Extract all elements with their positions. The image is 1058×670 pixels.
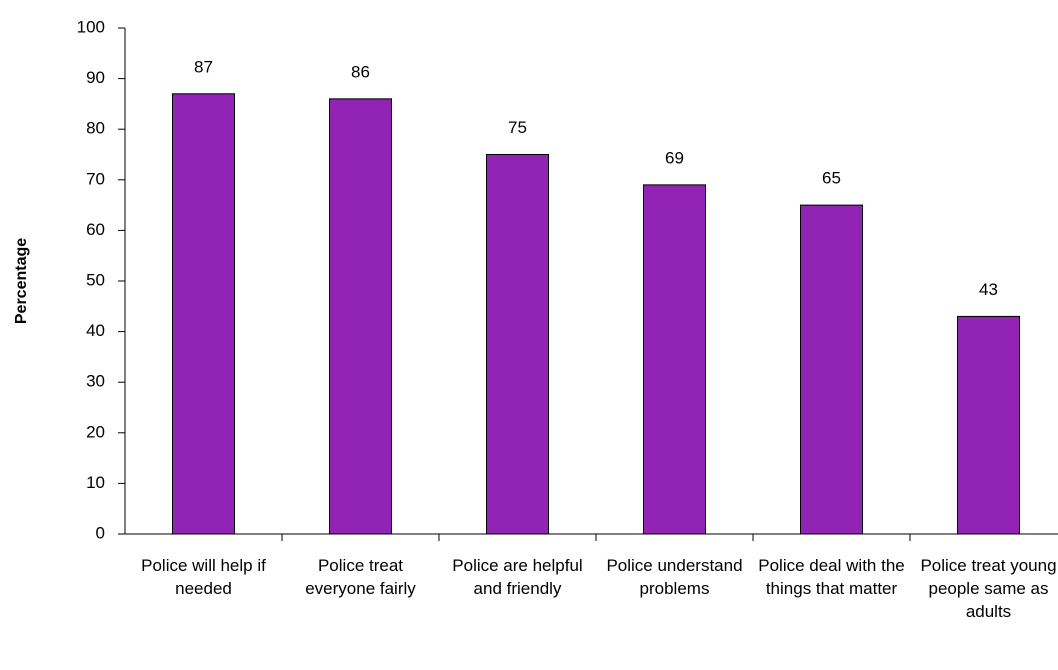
value-label: 43 [979, 280, 998, 299]
bar [643, 184, 706, 535]
y-tick-label: 30 [86, 372, 105, 391]
y-tick-label: 90 [86, 68, 105, 87]
bar [800, 204, 863, 535]
bar [486, 154, 549, 535]
value-label: 75 [508, 118, 527, 137]
y-tick-label: 80 [86, 119, 105, 138]
x-tick-label: Police are helpful and friendly [452, 556, 583, 598]
y-tick-label: 40 [86, 321, 105, 340]
value-label: 69 [665, 148, 684, 167]
y-tick-label: 10 [86, 473, 105, 492]
bar [957, 315, 1020, 535]
y-tick-label: 70 [86, 169, 105, 188]
value-label: 86 [351, 62, 370, 81]
y-tick-label: 100 [77, 17, 105, 36]
y-tick-label: 50 [86, 270, 105, 289]
y-axis-label: Percentage [13, 238, 30, 324]
bar [329, 98, 392, 535]
x-tick-label: Police will help if needed [141, 556, 266, 598]
x-tick-label: Police deal with the things that matter [758, 556, 905, 598]
x-tick-label: Police treat young people same as adults [920, 556, 1057, 621]
value-label: 87 [194, 57, 213, 76]
x-tick-label: Police understand problems [606, 556, 743, 598]
x-tick-label: Police treat everyone fairly [305, 556, 416, 598]
y-tick-label: 60 [86, 220, 105, 239]
y-tick-label: 20 [86, 422, 105, 441]
value-label: 65 [822, 169, 841, 188]
y-tick-label: 0 [96, 523, 105, 542]
bar [172, 93, 235, 535]
